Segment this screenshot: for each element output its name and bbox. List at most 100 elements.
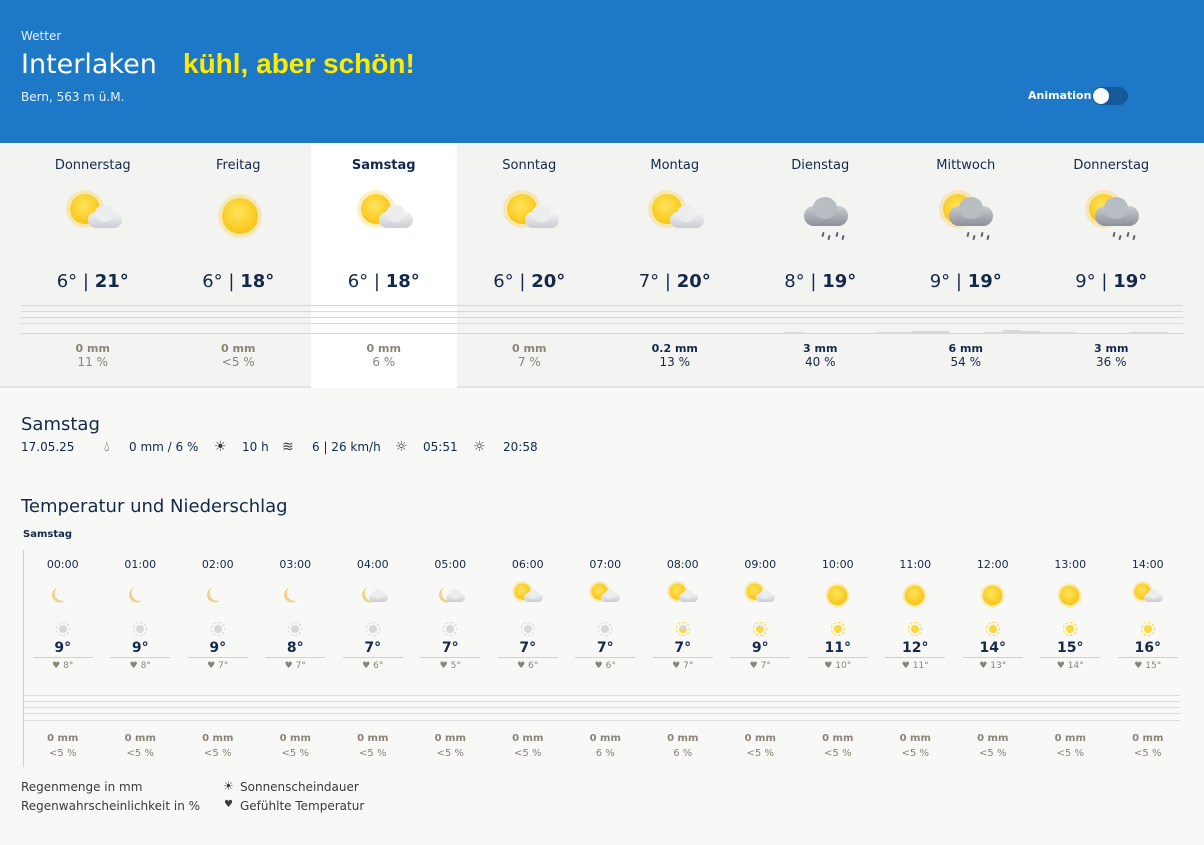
felt-temperature: ♥ 11° [877, 661, 955, 671]
rain-bar [766, 332, 785, 334]
felt-value: 7° [295, 661, 306, 671]
raindrop [972, 234, 976, 241]
hour-temperature: 7° [342, 640, 403, 658]
sunshine-icon [908, 622, 923, 636]
detail-sunrise: 05:51 [423, 440, 458, 454]
hour-column[interactable]: 08:00 7° ♥ 7° 0 mm 6 % [644, 558, 722, 759]
day-rain-probability: 40 % [805, 355, 836, 369]
heart-icon: ♥ [1056, 661, 1065, 671]
sun-shape [221, 198, 258, 234]
day-column-sonntag[interactable]: Sonntag 6° | 20° 0 mm 7 % [457, 143, 603, 388]
day-column-dienstag[interactable]: Dienstag 8° | 19° 3 mm 40 % [748, 143, 894, 388]
hour-rain-amount: 0 mm [1054, 733, 1086, 744]
sunshine-core [833, 625, 842, 633]
hour-time: 11:00 [899, 558, 932, 571]
rain-bar [984, 332, 1004, 334]
sunshine-core [601, 625, 610, 633]
rain-bar [1094, 333, 1113, 334]
detail-sunset: 20:58 [503, 440, 538, 454]
day-column-freitag[interactable]: Freitag 6° | 18° 0 mm <5 % [166, 143, 312, 388]
felt-value: 7° [683, 661, 694, 671]
sunshine-fill [1066, 625, 1075, 633]
city-title: Interlaken [21, 49, 157, 80]
sunshine-core [756, 625, 765, 633]
cloud-shape [678, 589, 698, 602]
hour-column[interactable]: 02:00 9° ♥ 7° 0 mm <5 % [179, 558, 257, 759]
max-temp: 20° [676, 271, 711, 292]
hour-column[interactable]: 11:00 12° ♥ 11° 0 mm <5 % [877, 558, 955, 759]
sunshine-icon [443, 622, 458, 636]
weather-moon-cloud-icon [433, 580, 466, 613]
sunset-icon: ☼ [473, 439, 486, 455]
hour-rain-amount: 0 mm [744, 733, 776, 744]
hour-temperature: 8° [265, 640, 326, 658]
weather-sun-cloud-icon [588, 580, 621, 613]
hour-temperature: 9° [32, 640, 93, 658]
weather-sun-cloud-icon [501, 188, 561, 248]
hour-column[interactable]: 03:00 8° ♥ 7° 0 mm <5 % [257, 558, 335, 759]
cloud-shape [670, 204, 704, 228]
hour-column[interactable]: 14:00 16° ♥ 15° 0 mm <5 % [1109, 558, 1187, 759]
rain-bar [930, 330, 949, 334]
day-rain-amount: 0 mm [512, 342, 547, 355]
day-temperatures: 6° | 20° [457, 271, 603, 292]
weather-sun-cloud-icon [355, 188, 415, 248]
weather-sun-icon [821, 580, 854, 613]
hour-rain-probability: <5 % [746, 748, 774, 759]
hour-rain-amount: 0 mm [977, 733, 1009, 744]
cloud-shape [88, 204, 122, 228]
sunshine-rays [210, 622, 225, 636]
weather-sun-rain-cloud-icon [937, 188, 997, 248]
hour-rain-amount: 0 mm [47, 733, 79, 744]
hour-column[interactable]: 00:00 9° ♥ 8° 0 mm <5 % [24, 558, 102, 759]
weather-sun-cloud-icon [646, 188, 706, 248]
max-temp: 19° [822, 271, 857, 292]
hour-column[interactable]: 04:00 7° ♥ 6° 0 mm <5 % [334, 558, 412, 759]
day-column-mittwoch[interactable]: Mittwoch 9° | 19° 6 mm 54 % [893, 143, 1039, 388]
day-name: Mittwoch [936, 158, 996, 173]
hour-temperature: 12° [885, 640, 946, 658]
day-column-donnerstag[interactable]: Donnerstag 9° | 19° 3 mm 36 % [1039, 143, 1185, 388]
hour-temperature: 9° [110, 640, 171, 658]
hour-weather-icon [508, 574, 548, 622]
hour-rain-amount: 0 mm [589, 733, 621, 744]
hour-rain-amount: 0 mm [357, 733, 389, 744]
hour-rain-amount: 0 mm [202, 733, 234, 744]
heart-icon: ♥ [284, 661, 293, 671]
hourly-rain-chart [0, 695, 1180, 721]
hour-time: 00:00 [46, 558, 79, 571]
felt-value: 6° [373, 661, 384, 671]
hour-column[interactable]: 06:00 7° ♥ 6° 0 mm <5 % [489, 558, 567, 759]
hour-rain-amount: 0 mm [434, 733, 466, 744]
hour-column[interactable]: 07:00 7° ♥ 6° 0 mm 6 % [567, 558, 645, 759]
heart-icon: ♥ [129, 661, 138, 671]
hour-column[interactable]: 13:00 15° ♥ 14° 0 mm <5 % [1032, 558, 1110, 759]
day-column-samstag[interactable]: Samstag 6° | 18° 0 mm 6 % [311, 143, 457, 388]
hour-column[interactable]: 01:00 9° ♥ 8° 0 mm <5 % [102, 558, 180, 759]
hour-weather-icon [1128, 574, 1168, 622]
sunshine-core [213, 625, 222, 633]
raindrop [834, 231, 839, 238]
hour-column[interactable]: 10:00 11° ♥ 10° 0 mm <5 % [799, 558, 877, 759]
day-name: Dienstag [791, 158, 850, 173]
sunshine-fill [1143, 625, 1152, 633]
sunshine-rays [908, 622, 923, 636]
day-column-donnerstag[interactable]: Donnerstag 6° | 21° 0 mm 11 % [20, 143, 166, 388]
hour-column[interactable]: 09:00 9° ♥ 7° 0 mm <5 % [722, 558, 800, 759]
sunshine-core [291, 625, 300, 633]
day-weather-icon [501, 188, 561, 248]
day-rain-amount: 0 mm [366, 342, 401, 355]
hour-column[interactable]: 12:00 14° ♥ 13° 0 mm <5 % [954, 558, 1032, 759]
day-column-montag[interactable]: Montag 7° | 20° 0.2 mm 13 % [602, 143, 748, 388]
weather-sun-cloud-icon [64, 188, 124, 248]
hour-column[interactable]: 05:00 7° ♥ 5° 0 mm <5 % [412, 558, 490, 759]
hour-temperature: 9° [730, 640, 791, 658]
felt-value: 11° [912, 661, 929, 671]
gridline [21, 311, 1183, 312]
animation-toggle[interactable] [1092, 87, 1128, 105]
rain-bar [803, 332, 822, 334]
sunshine-fill [988, 625, 997, 633]
raindrop [820, 231, 825, 238]
weather-moon-icon [201, 580, 234, 613]
sunshine-rays [1140, 622, 1155, 636]
